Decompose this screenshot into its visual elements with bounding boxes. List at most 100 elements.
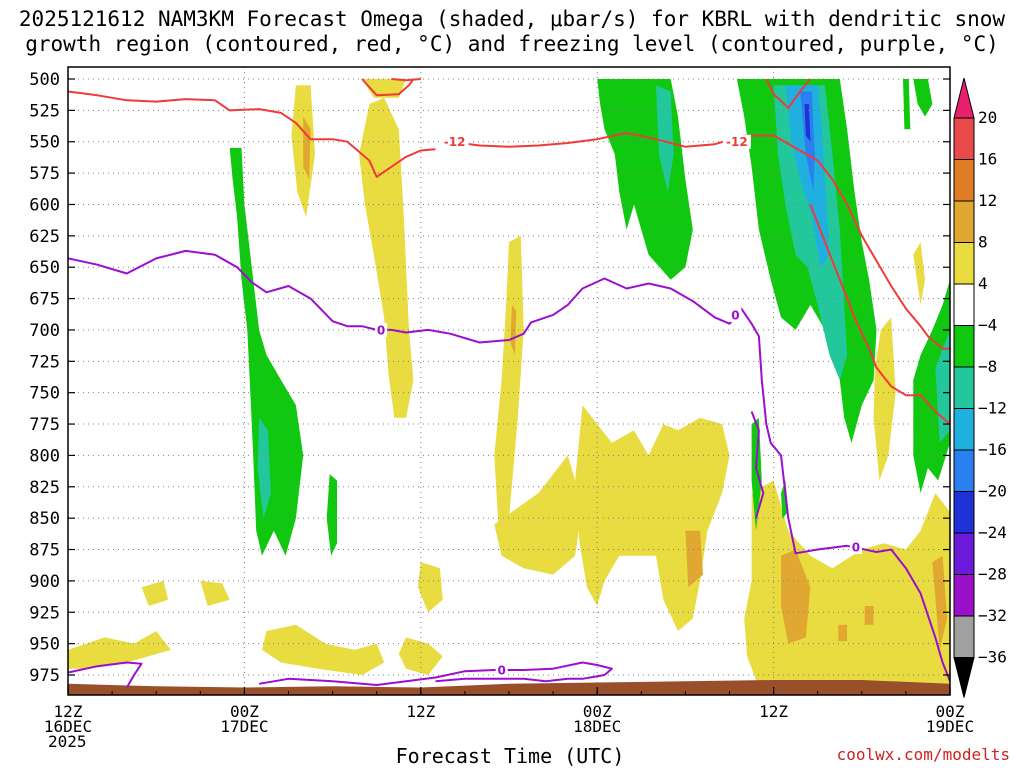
x-tick-label: 18DEC <box>573 717 621 736</box>
chart-title-line-2: growth region (contoured, red, °C) and f… <box>25 32 999 56</box>
y-tick-label: 700 <box>29 321 60 341</box>
omega-region-yellow <box>200 580 230 606</box>
omega-region-yellow <box>362 79 407 98</box>
colorbar-label: 12 <box>978 191 997 210</box>
x-tick-label: 00Z <box>936 702 965 721</box>
y-tick-label: 850 <box>29 509 60 529</box>
colorbar-band <box>953 117 975 160</box>
colorbar-band <box>953 366 975 409</box>
colorbar-label: −8 <box>978 357 997 376</box>
colorbar-label: −4 <box>978 316 997 335</box>
x-tick-label: 00Z <box>230 702 259 721</box>
x-tick-label: 12Z <box>54 702 83 721</box>
freezing-level-label: 0 <box>377 323 385 337</box>
freezing-level-label: 0 <box>731 308 739 322</box>
x-tick-label: 12Z <box>406 702 435 721</box>
y-tick-label: 625 <box>29 227 60 247</box>
omega-region-yellow <box>262 624 385 675</box>
omega-region-cyan <box>785 85 830 268</box>
y-tick-label: 875 <box>29 541 60 561</box>
colorbar-band <box>953 449 975 492</box>
freezing-level-label-bg <box>495 662 508 677</box>
x-tick-label: 00Z <box>583 702 612 721</box>
y-tick-label: 825 <box>29 478 60 498</box>
omega-region-yellow <box>417 562 443 613</box>
omega-region-teal <box>656 85 674 192</box>
omega-region-green <box>326 474 337 556</box>
x-tick-label: 19DEC <box>926 717 974 736</box>
omega-region-orange <box>932 555 948 650</box>
colorbar-band <box>953 532 975 575</box>
omega-region-yellow <box>359 97 414 418</box>
omega-region-darkblue <box>804 104 811 142</box>
freezing-level-contour <box>750 411 765 519</box>
freezing-level-label-bg <box>375 322 388 337</box>
dendritic-contour-line <box>809 204 950 425</box>
omega-region-blue <box>800 91 815 192</box>
x-tick-label: 17DEC <box>220 717 268 736</box>
y-tick-label: 900 <box>29 572 60 592</box>
omega-region-yellow <box>913 242 925 305</box>
dendritic-contour-label-bg <box>722 134 751 149</box>
dendritic-contour-line <box>765 78 812 109</box>
colorbar-band <box>953 325 975 368</box>
colorbar-band <box>953 615 975 658</box>
omega-region-orange <box>781 549 811 644</box>
y-tick-label: 650 <box>29 258 60 278</box>
dendritic-contour-label: -12 <box>726 135 748 149</box>
y-tick-label: 800 <box>29 446 60 466</box>
colorbar-label: −28 <box>978 565 1007 584</box>
colorbar-label: 16 <box>978 150 997 169</box>
omega-region-green <box>903 79 911 130</box>
dendritic-contour-line <box>391 78 421 82</box>
x-tick-label: 16DEC <box>44 717 92 736</box>
dendritic-contour-label-bg <box>440 134 469 149</box>
colorbar-label: −16 <box>978 440 1007 459</box>
y-tick-label: 750 <box>29 384 60 404</box>
omega-region-yellow <box>398 637 443 675</box>
y-tick-label: 575 <box>29 164 60 184</box>
colorbar-band <box>953 283 975 326</box>
x-axis-title: Forecast Time (UTC) <box>395 744 625 768</box>
colorbar-label: 4 <box>978 274 988 293</box>
colorbar-label: 20 <box>978 108 997 127</box>
omega-region-orange <box>838 624 848 642</box>
omega-region-green <box>229 148 304 556</box>
colorbar-label: −20 <box>978 482 1007 501</box>
omega-region-teal <box>257 417 271 519</box>
colorbar-band <box>953 159 975 202</box>
dendritic-contour-line <box>450 132 950 350</box>
colorbar-band <box>953 242 975 285</box>
x-tick-label: 2025 <box>48 732 87 751</box>
y-tick-label: 675 <box>29 290 60 310</box>
y-tick-label: 500 <box>29 70 60 90</box>
freezing-level-label: 0 <box>497 663 505 677</box>
y-tick-label: 925 <box>29 603 60 623</box>
credit-text: coolwx.com/modelts <box>836 745 1010 764</box>
colorbar-band <box>953 200 975 243</box>
chart-title-line-1: 2025121612 NAM3KM Forecast Omega (shaded… <box>18 7 1006 31</box>
colorbar-label: −12 <box>978 399 1007 418</box>
colorbar-band <box>953 491 975 534</box>
x-tick-label: 12Z <box>759 702 788 721</box>
omega-region-yellow <box>141 580 168 606</box>
y-tick-label: 975 <box>29 666 60 686</box>
y-tick-label: 525 <box>29 101 60 121</box>
y-tick-label: 950 <box>29 635 60 655</box>
colorbar-bottom-arrow <box>953 657 975 698</box>
y-tick-label: 725 <box>29 352 60 372</box>
omega-region-yellow <box>494 455 583 575</box>
freezing-level-label-bg <box>849 540 862 555</box>
colorbar-top-arrow <box>953 77 975 119</box>
omega-region-orange <box>864 606 874 625</box>
omega-region-teal <box>773 85 848 381</box>
y-tick-label: 600 <box>29 195 60 215</box>
omega-region-yellow <box>873 317 896 481</box>
freezing-level-label-bg <box>729 307 742 322</box>
freezing-level-contour <box>258 661 613 686</box>
dendritic-contour-line <box>68 90 436 178</box>
omega-region-yellow <box>494 235 524 531</box>
omega-region-green <box>751 417 762 531</box>
y-tick-label: 550 <box>29 133 60 153</box>
